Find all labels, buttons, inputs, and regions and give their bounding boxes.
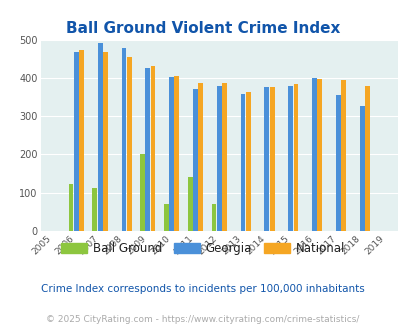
- Bar: [140, 154, 145, 231]
- Bar: [240, 94, 245, 231]
- Bar: [222, 83, 226, 231]
- Bar: [264, 87, 269, 231]
- Bar: [192, 88, 197, 231]
- Bar: [269, 87, 274, 231]
- Bar: [364, 86, 369, 231]
- Bar: [98, 44, 102, 231]
- Bar: [174, 76, 179, 231]
- Bar: [293, 84, 298, 231]
- Bar: [164, 204, 168, 231]
- Bar: [359, 106, 364, 231]
- Text: Crime Index corresponds to incidents per 100,000 inhabitants: Crime Index corresponds to incidents per…: [41, 284, 364, 294]
- Bar: [68, 184, 73, 231]
- Bar: [74, 52, 79, 231]
- Bar: [216, 85, 221, 231]
- Bar: [79, 50, 84, 231]
- Bar: [169, 77, 174, 231]
- Text: Ball Ground Violent Crime Index: Ball Ground Violent Crime Index: [66, 21, 339, 36]
- Bar: [288, 85, 292, 231]
- Bar: [187, 178, 192, 231]
- Bar: [340, 80, 345, 231]
- Bar: [121, 48, 126, 231]
- Bar: [311, 78, 316, 231]
- Bar: [145, 68, 150, 231]
- Bar: [211, 204, 216, 231]
- Bar: [245, 92, 250, 231]
- Bar: [335, 95, 340, 231]
- Text: © 2025 CityRating.com - https://www.cityrating.com/crime-statistics/: © 2025 CityRating.com - https://www.city…: [46, 315, 359, 324]
- Bar: [126, 57, 131, 231]
- Bar: [150, 66, 155, 231]
- Bar: [103, 52, 108, 231]
- Bar: [317, 79, 322, 231]
- Legend: Ball Ground, Georgia, National: Ball Ground, Georgia, National: [56, 237, 349, 260]
- Bar: [198, 83, 202, 231]
- Bar: [92, 188, 97, 231]
